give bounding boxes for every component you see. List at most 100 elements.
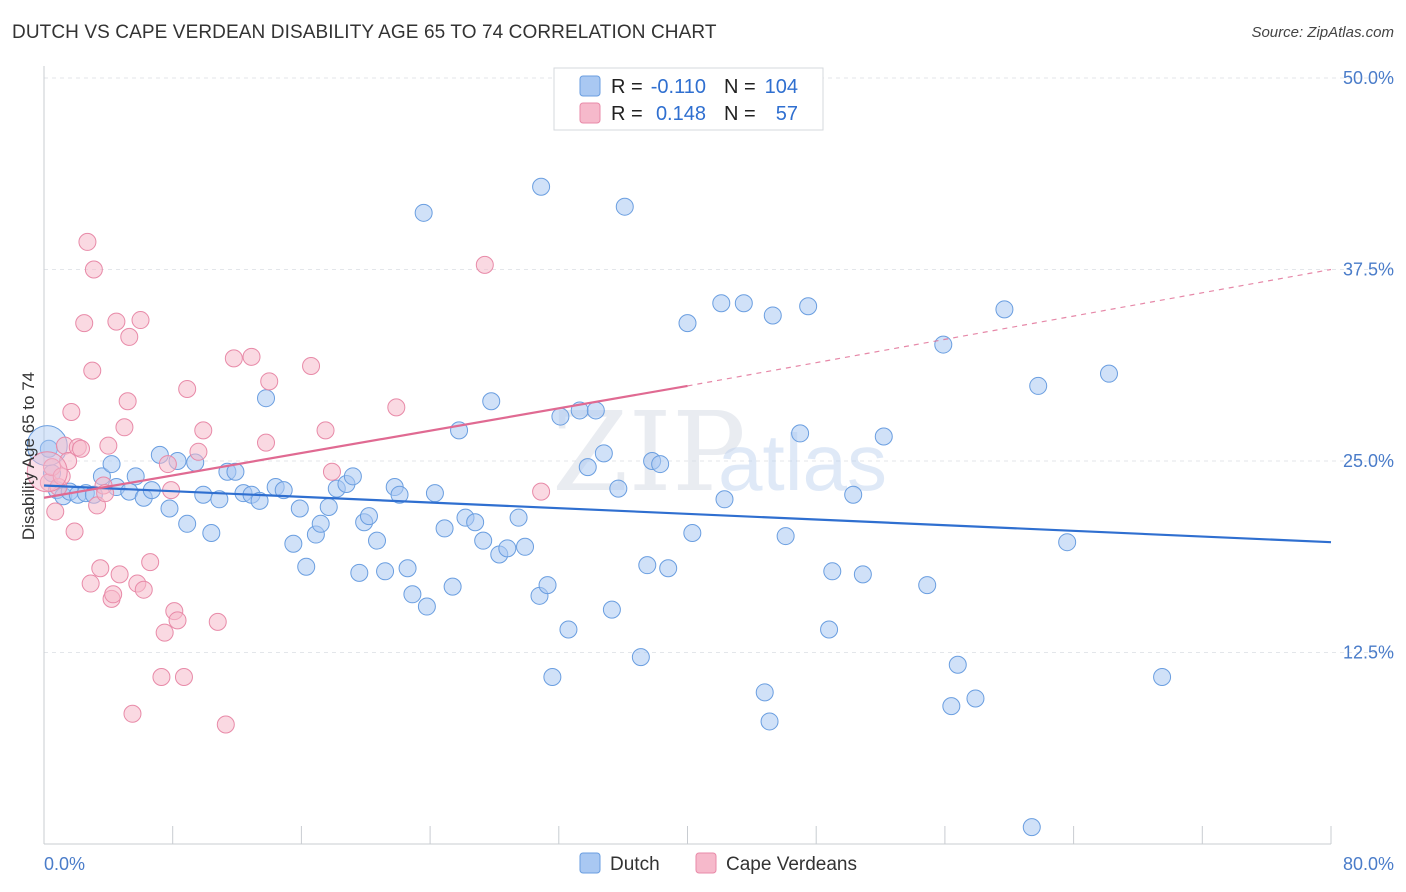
dutch-point-104: [1029, 376, 1048, 395]
cape-point-7: [62, 402, 81, 421]
legend-n-label-dutch: N =: [724, 76, 756, 98]
cape-point-40: [178, 379, 197, 398]
dutch-point-28: [257, 389, 276, 408]
dutch-point-95: [853, 565, 872, 584]
dutch-point-27: [250, 491, 269, 510]
cape-point-45: [224, 349, 243, 368]
cape-point-22: [104, 585, 123, 604]
dutch-point-67: [551, 407, 570, 426]
x-tick-labels: 0.0% 80.0%: [44, 854, 1394, 874]
cape-point-35: [158, 455, 177, 474]
dutch-point-48: [403, 585, 422, 604]
dutch-points: [26, 177, 1172, 837]
dutch-point-98: [934, 335, 953, 354]
dutch-point-56: [466, 513, 485, 532]
cape-point-44: [216, 715, 235, 734]
cape-point-51: [322, 462, 341, 481]
legend-swatch-dutch: [579, 75, 601, 97]
cape-trend-line: [43, 384, 688, 499]
y-axis-label: Disability Age 65 to 74: [19, 372, 38, 540]
dutch-point-57: [474, 531, 493, 550]
dutch-point-66: [543, 668, 562, 687]
cape-point-24: [110, 565, 129, 584]
cape-point-34: [155, 623, 174, 642]
dutch-point-88: [763, 306, 782, 325]
dutch-point-39: [343, 467, 362, 486]
dutch-point-84: [715, 490, 734, 509]
legend-r-label-cape: R =: [611, 103, 643, 125]
dutch-point-50: [417, 597, 436, 616]
cape-point-32: [141, 553, 160, 572]
bottom-legend-swatch-cape: [695, 852, 717, 874]
cape-point-43: [208, 612, 227, 631]
dutch-point-31: [284, 534, 303, 553]
cape-point-52: [387, 398, 406, 417]
dutch-point-94: [844, 485, 863, 504]
x-tick-min: 0.0%: [44, 854, 85, 874]
y-tick-label-3: 50.0%: [1343, 68, 1394, 88]
dutch-point-91: [799, 297, 818, 316]
dutch-point-72: [594, 444, 613, 463]
dutch-point-64: [532, 177, 551, 196]
dutch-trend-line: [43, 484, 1332, 544]
dutch-point-102: [995, 300, 1014, 319]
dutch-point-52: [435, 519, 454, 538]
dutch-point-40: [350, 563, 369, 582]
dutch-point-62: [516, 537, 535, 556]
cape-point-41: [189, 442, 208, 461]
bottom-legend-swatch-dutch: [579, 852, 601, 874]
gridlines: [44, 77, 1394, 653]
dutch-point-86: [755, 683, 774, 702]
dutch-point-100: [948, 655, 967, 674]
dutch-point-49: [414, 203, 433, 222]
dutch-point-51: [425, 484, 444, 503]
cape-trend-extension: [687, 268, 1332, 387]
dutch-point-44: [376, 562, 395, 581]
source-label: Source: ZipAtlas.com: [1251, 24, 1394, 41]
y-tick-labels: 12.5% 25.0% 37.5% 50.0%: [1343, 68, 1394, 663]
cape-point-48: [260, 372, 279, 391]
cape-point-2: [46, 502, 65, 521]
dutch-point-32: [290, 499, 309, 518]
cape-point-12: [78, 232, 97, 251]
cape-point-25: [115, 418, 134, 437]
dutch-point-65: [538, 576, 557, 595]
cape-point-28: [123, 704, 142, 723]
dutch-point-18: [178, 514, 197, 533]
dutch-point-106: [1099, 364, 1118, 383]
dutch-point-105: [1058, 533, 1077, 552]
dutch-point-101: [966, 689, 985, 708]
dutch-point-87: [760, 712, 779, 731]
cape-point-10: [72, 439, 91, 458]
cape-point-39: [174, 668, 193, 687]
chart-title: DUTCH VS CAPE VERDEAN DISABILITY AGE 65 …: [12, 22, 717, 43]
dutch-point-16: [160, 499, 179, 518]
cape-point-50: [316, 421, 335, 440]
dutch-point-9: [102, 455, 121, 474]
cape-point-6: [59, 452, 78, 470]
dutch-point-107: [1153, 668, 1172, 687]
dutch-point-68: [559, 620, 578, 639]
dutch-point-33: [297, 557, 316, 576]
cape-point-27: [120, 327, 139, 346]
dutch-point-85: [734, 294, 753, 313]
cape-point-31: [134, 580, 153, 599]
dutch-point-99: [942, 697, 961, 716]
cape-point-20: [99, 436, 118, 455]
cape-bubble-1: [26, 451, 68, 493]
cape-point-30: [131, 311, 150, 330]
cape-point-13: [81, 574, 100, 593]
y-tick-label-1: 25.0%: [1343, 451, 1394, 471]
legend-swatch-cape: [579, 102, 601, 124]
dutch-point-76: [631, 648, 650, 667]
dutch-point-93: [823, 562, 842, 581]
dutch-point-58: [482, 392, 501, 411]
dutch-point-75: [615, 197, 634, 216]
bottom-legend-label-dutch: Dutch: [610, 854, 660, 875]
dutch-point-96: [874, 427, 893, 446]
dutch-point-82: [683, 524, 702, 543]
dutch-point-89: [776, 527, 795, 546]
dutch-point-53: [443, 577, 462, 596]
cape-point-33: [152, 668, 171, 687]
y-tick-label-0: 12.5%: [1343, 643, 1394, 663]
